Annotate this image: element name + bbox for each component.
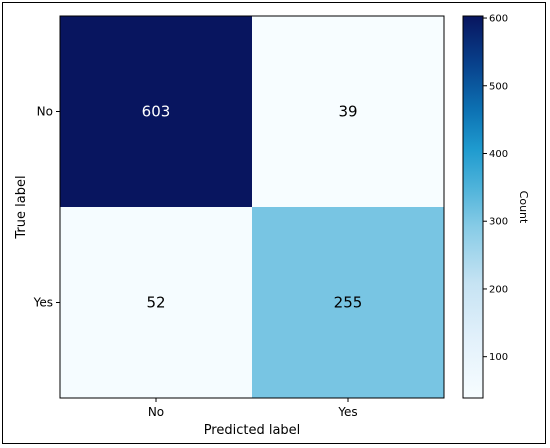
colorbar-tick-label: 400 bbox=[489, 149, 508, 160]
y-axis-ticks: No Yes bbox=[33, 105, 60, 310]
y-tick-label: Yes bbox=[33, 296, 53, 310]
cell-value-label: 39 bbox=[338, 103, 357, 121]
x-tick-label: No bbox=[148, 405, 164, 419]
colorbar-label: Count bbox=[517, 191, 530, 224]
colorbar bbox=[462, 15, 484, 399]
y-axis-label: True label bbox=[14, 175, 29, 239]
x-axis-label: Predicted label bbox=[204, 423, 301, 438]
cell-value-labels: 603 39 52 255 bbox=[142, 103, 363, 312]
colorbar-tick-label: 200 bbox=[489, 284, 508, 295]
heatmap-cell-no-no bbox=[60, 16, 252, 207]
plot-border bbox=[59, 15, 445, 399]
colorbar-ticks: 100 200 300 400 500 600 bbox=[483, 14, 508, 363]
y-tick-label: No bbox=[37, 105, 53, 119]
x-tick-label: Yes bbox=[337, 405, 357, 419]
cell-value-label: 603 bbox=[142, 103, 171, 121]
cell-value-label: 255 bbox=[334, 294, 363, 312]
colorbar-tick-label: 100 bbox=[489, 352, 508, 363]
x-axis-ticks: No Yes bbox=[148, 398, 358, 419]
heatmap-cells bbox=[60, 16, 444, 398]
colorbar-tick-label: 300 bbox=[489, 217, 508, 228]
heatmap-cell-no-yes bbox=[252, 16, 444, 207]
colorbar-tick-label: 500 bbox=[489, 81, 508, 92]
heatmap-cell-yes-yes bbox=[252, 207, 444, 398]
colorbar-tick-label: 600 bbox=[489, 14, 508, 25]
heatmap-cell-yes-no bbox=[60, 207, 252, 398]
cell-value-label: 52 bbox=[146, 294, 165, 312]
